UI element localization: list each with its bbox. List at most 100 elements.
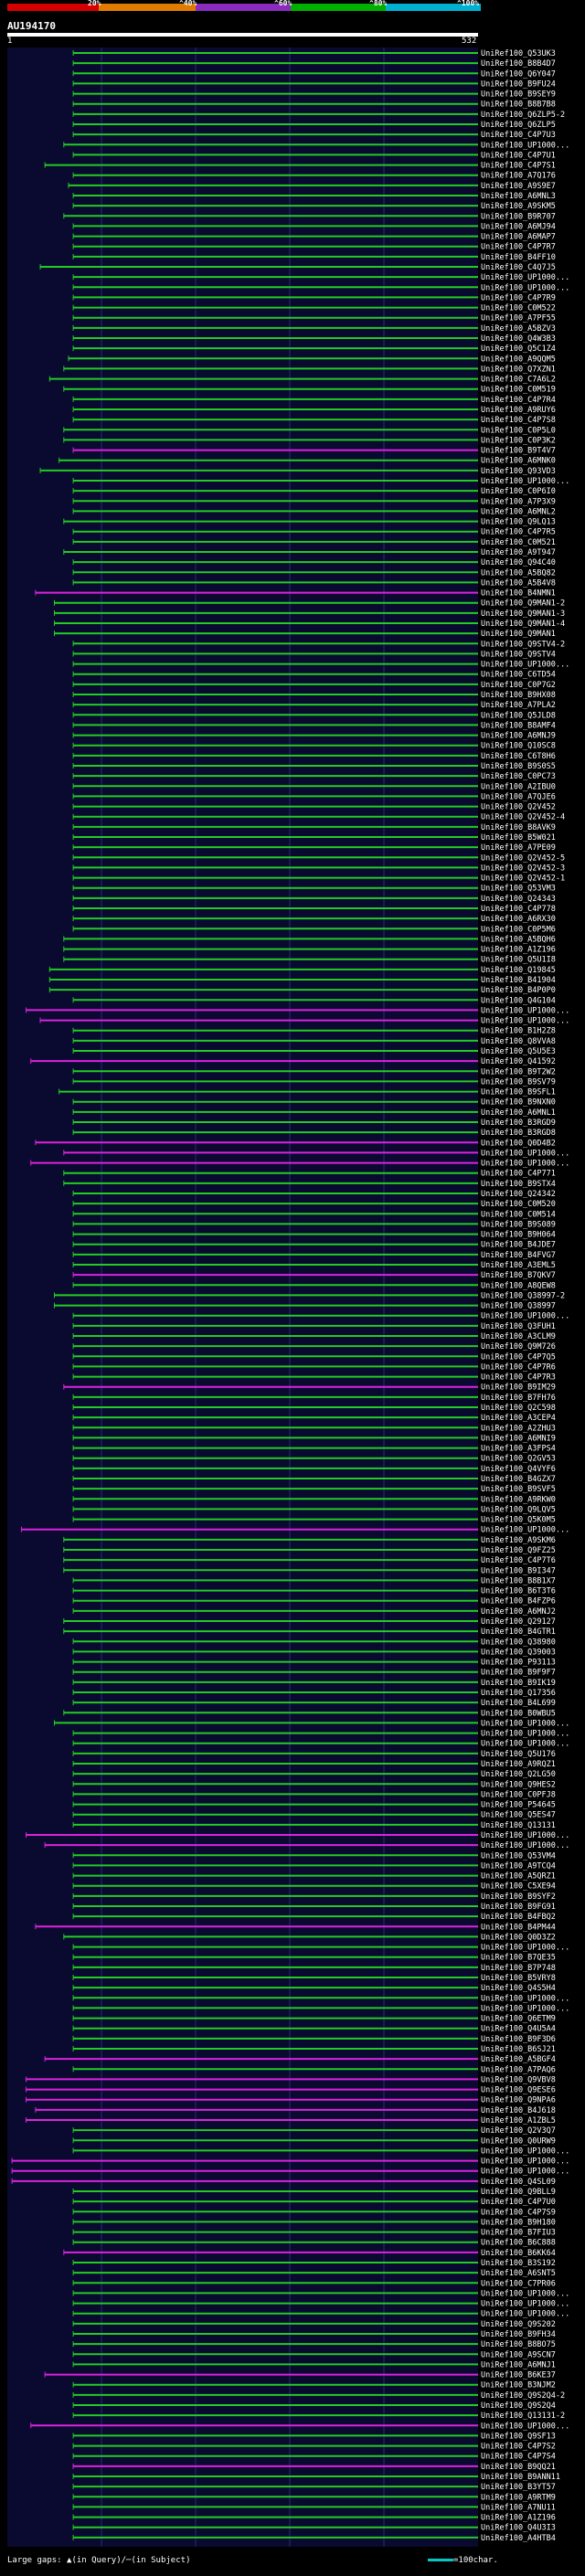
hit-label[interactable]: UniRef100_Q4U5A4 [481,2025,556,2034]
hit-label[interactable]: UniRef100_A9S9E7 [481,182,556,191]
hit-label[interactable]: UniRef100_A4HTB4 [481,2534,556,2543]
hit-label[interactable]: UniRef100_B4JDE7 [481,1241,556,1250]
hit-label[interactable]: UniRef100_B8AMF4 [481,721,556,730]
hit-label[interactable]: UniRef100_B9NXN0 [481,1098,556,1108]
hit-label[interactable]: UniRef100_Q5U1I8 [481,956,556,965]
hit-label[interactable]: UniRef100_Q9LQ13 [481,518,556,527]
hit-label[interactable]: UniRef100_A6MAP7 [481,233,556,242]
hit-label[interactable]: UniRef100_Q9STV4 [481,650,556,659]
hit-label[interactable]: UniRef100_A3FPS4 [481,1445,556,1454]
hit-label[interactable]: UniRef100_A9RQZ1 [481,1760,556,1769]
hit-label[interactable]: UniRef100_A5B4V8 [481,578,556,588]
hit-label[interactable]: UniRef100_B4FVG7 [481,1251,556,1260]
hit-label[interactable]: UniRef100_C6T8H6 [481,752,556,761]
hit-label[interactable]: UniRef100_UP1000... [481,2168,569,2177]
hit-label[interactable]: UniRef100_C0P7G2 [481,681,556,690]
hit-label[interactable]: UniRef100_C4P7R4 [481,396,556,405]
hit-label[interactable]: UniRef100_B4P0P0 [481,986,556,995]
hit-label[interactable]: UniRef100_A2IBU0 [481,782,556,791]
hit-label[interactable]: UniRef100_C4P778 [481,905,556,914]
hit-label[interactable]: UniRef100_C4P7S1 [481,162,556,171]
hit-label[interactable]: UniRef100_C4P7U0 [481,2198,556,2207]
hit-label[interactable]: UniRef100_B9SVF5 [481,1485,556,1494]
hit-label[interactable]: UniRef100_Q9SF13 [481,2432,556,2441]
hit-label[interactable]: UniRef100_B4FBQ2 [481,1913,556,1922]
hit-label[interactable]: UniRef100_C4P7R5 [481,528,556,537]
hit-label[interactable]: UniRef100_Q5U5E3 [481,1047,556,1056]
hit-label[interactable]: UniRef100_C0P6I0 [481,487,556,496]
hit-label[interactable]: UniRef100_Q2V452-4 [481,813,565,822]
hit-label[interactable]: UniRef100_A9RKW0 [481,1495,556,1504]
hit-label[interactable]: UniRef100_Q94C40 [481,558,556,567]
hit-label[interactable]: UniRef100_A1Z196 [481,946,556,955]
hit-label[interactable]: UniRef100_B9SV79 [481,1077,556,1087]
hit-label[interactable]: UniRef100_Q10SC8 [481,742,556,751]
hit-label[interactable]: UniRef100_UP1000... [481,661,569,670]
hit-label[interactable]: UniRef100_B3RGD9 [481,1118,556,1128]
hit-label[interactable]: UniRef100_C4Q7J5 [481,263,556,272]
hit-label[interactable]: UniRef100_UP1000... [481,1526,569,1535]
hit-label[interactable]: UniRef100_C4P7U1 [481,151,556,160]
hit-label[interactable]: UniRef100_A9SCN7 [481,2350,556,2359]
hit-label[interactable]: UniRef100_A3CLM9 [481,1332,556,1341]
hit-label[interactable]: UniRef100_B8AVK9 [481,823,556,832]
hit-label[interactable]: UniRef100_Q2V452-5 [481,853,565,863]
hit-label[interactable]: UniRef100_Q9FZ25 [481,1546,556,1555]
hit-label[interactable]: UniRef100_Q0D4B2 [481,1139,556,1148]
hit-label[interactable]: UniRef100_Q9HES2 [481,1780,556,1789]
hit-label[interactable]: UniRef100_B9T2W2 [481,1067,556,1076]
hit-label[interactable]: UniRef100_B3S192 [481,2259,556,2268]
hit-label[interactable]: UniRef100_Q2V3Q7 [481,2126,556,2136]
hit-label[interactable]: UniRef100_Q13131-2 [481,2412,565,2421]
hit-label[interactable]: UniRef100_Q9NPA6 [481,2096,556,2105]
hit-label[interactable]: UniRef100_Q9BLL9 [481,2188,556,2197]
hit-label[interactable]: UniRef100_UP1000... [481,2147,569,2156]
hit-label[interactable]: UniRef100_P93113 [481,1659,556,1668]
hit-label[interactable]: UniRef100_B9SYF2 [481,1892,556,1902]
hit-label[interactable]: UniRef100_Q5C1Z4 [481,345,556,354]
hit-label[interactable]: UniRef100_Q2V452-1 [481,875,565,884]
hit-label[interactable]: UniRef100_UP1000... [481,1740,569,1749]
hit-label[interactable]: UniRef100_Q5JLD8 [481,711,556,720]
hit-label[interactable]: UniRef100_B9SFL1 [481,1088,556,1097]
hit-label[interactable]: UniRef100_Q9MAN1-3 [481,610,565,619]
hit-label[interactable]: UniRef100_UP1000... [481,1149,569,1158]
hit-label[interactable]: UniRef100_Q9MAN1 [481,630,556,639]
hit-label[interactable]: UniRef100_C4P7R7 [481,243,556,252]
hit-label[interactable]: UniRef100_Q39003 [481,1648,556,1657]
hit-label[interactable]: UniRef100_C0M519 [481,386,556,395]
hit-label[interactable]: UniRef100_A3CEP4 [481,1414,556,1423]
hit-label[interactable]: UniRef100_A7NU11 [481,2503,556,2512]
hit-label[interactable]: UniRef100_Q9STV4-2 [481,640,565,649]
hit-label[interactable]: UniRef100_C5XE94 [481,1882,556,1892]
hit-label[interactable]: UniRef100_Q38997-2 [481,1291,565,1300]
hit-label[interactable]: UniRef100_B4FF10 [481,253,556,262]
hit-label[interactable]: UniRef100_UP1000... [481,1841,569,1850]
hit-label[interactable]: UniRef100_UP1000... [481,1831,569,1840]
hit-label[interactable]: UniRef100_B4PM44 [481,1923,556,1932]
hit-label[interactable]: UniRef100_UP1000... [481,1994,569,2003]
hit-label[interactable]: UniRef100_Q4G104 [481,996,556,1005]
hit-label[interactable]: UniRef100_B4GZX7 [481,1475,556,1484]
hit-label[interactable]: UniRef100_B9STX4 [481,1180,556,1189]
hit-label[interactable]: UniRef100_Q13131 [481,1821,556,1830]
hit-label[interactable]: UniRef100_B5VRY8 [481,1974,556,1983]
hit-label[interactable]: UniRef100_B41904 [481,976,556,985]
hit-label[interactable]: UniRef100_UP1000... [481,1944,569,1953]
hit-label[interactable]: UniRef100_Q17356 [481,1689,556,1698]
hit-label[interactable]: UniRef100_UP1000... [481,2300,569,2309]
hit-label[interactable]: UniRef100_C0PC73 [481,772,556,781]
hit-label[interactable]: UniRef100_Q6ZLP5-2 [481,111,565,120]
hit-label[interactable]: UniRef100_UP1000... [481,2157,569,2167]
hit-label[interactable]: UniRef100_A7P3X9 [481,497,556,506]
hit-label[interactable]: UniRef100_A9TCQ4 [481,1861,556,1871]
hit-label[interactable]: UniRef100_A6MNL2 [481,507,556,516]
hit-label[interactable]: UniRef100_A5QRZ1 [481,1872,556,1882]
hit-label[interactable]: UniRef100_A7Q176 [481,172,556,181]
hit-label[interactable]: UniRef100_B7QE35 [481,1954,556,1963]
hit-label[interactable]: UniRef100_A9SKM5 [481,202,556,211]
hit-label[interactable]: UniRef100_Q9LQV5 [481,1505,556,1514]
hit-label[interactable]: UniRef100_B9SEY9 [481,90,556,100]
hit-label[interactable]: UniRef100_Q9S2Q4 [481,2401,556,2411]
hit-label[interactable]: UniRef100_UP1000... [481,2289,569,2298]
